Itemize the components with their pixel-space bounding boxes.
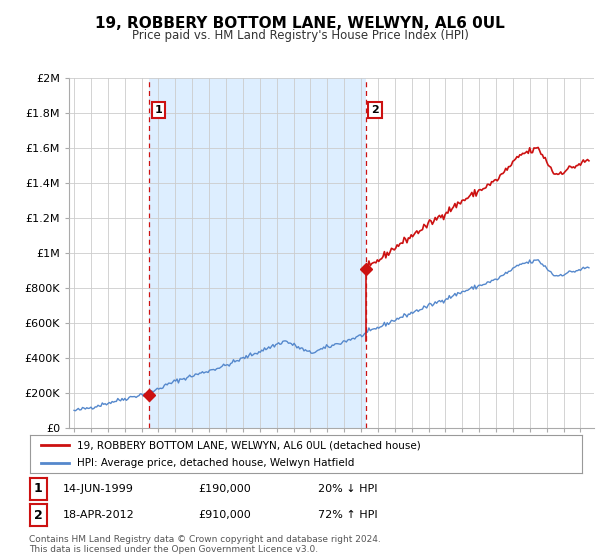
Text: £190,000: £190,000 xyxy=(198,484,251,494)
Text: £910,000: £910,000 xyxy=(198,510,251,520)
Text: 14-JUN-1999: 14-JUN-1999 xyxy=(63,484,134,494)
Text: 72% ↑ HPI: 72% ↑ HPI xyxy=(318,510,377,520)
Text: HPI: Average price, detached house, Welwyn Hatfield: HPI: Average price, detached house, Welw… xyxy=(77,458,354,468)
Text: 20% ↓ HPI: 20% ↓ HPI xyxy=(318,484,377,494)
Text: 19, ROBBERY BOTTOM LANE, WELWYN, AL6 0UL (detached house): 19, ROBBERY BOTTOM LANE, WELWYN, AL6 0UL… xyxy=(77,440,421,450)
Text: 2: 2 xyxy=(371,105,379,115)
Text: 1: 1 xyxy=(154,105,162,115)
Text: 19, ROBBERY BOTTOM LANE, WELWYN, AL6 0UL: 19, ROBBERY BOTTOM LANE, WELWYN, AL6 0UL xyxy=(95,16,505,31)
Text: 1: 1 xyxy=(34,482,43,496)
Bar xyxy=(149,78,366,428)
Text: 18-APR-2012: 18-APR-2012 xyxy=(63,510,135,520)
Text: Contains HM Land Registry data © Crown copyright and database right 2024.
This d: Contains HM Land Registry data © Crown c… xyxy=(29,535,380,554)
Text: Price paid vs. HM Land Registry's House Price Index (HPI): Price paid vs. HM Land Registry's House … xyxy=(131,29,469,42)
Text: 2: 2 xyxy=(34,508,43,522)
